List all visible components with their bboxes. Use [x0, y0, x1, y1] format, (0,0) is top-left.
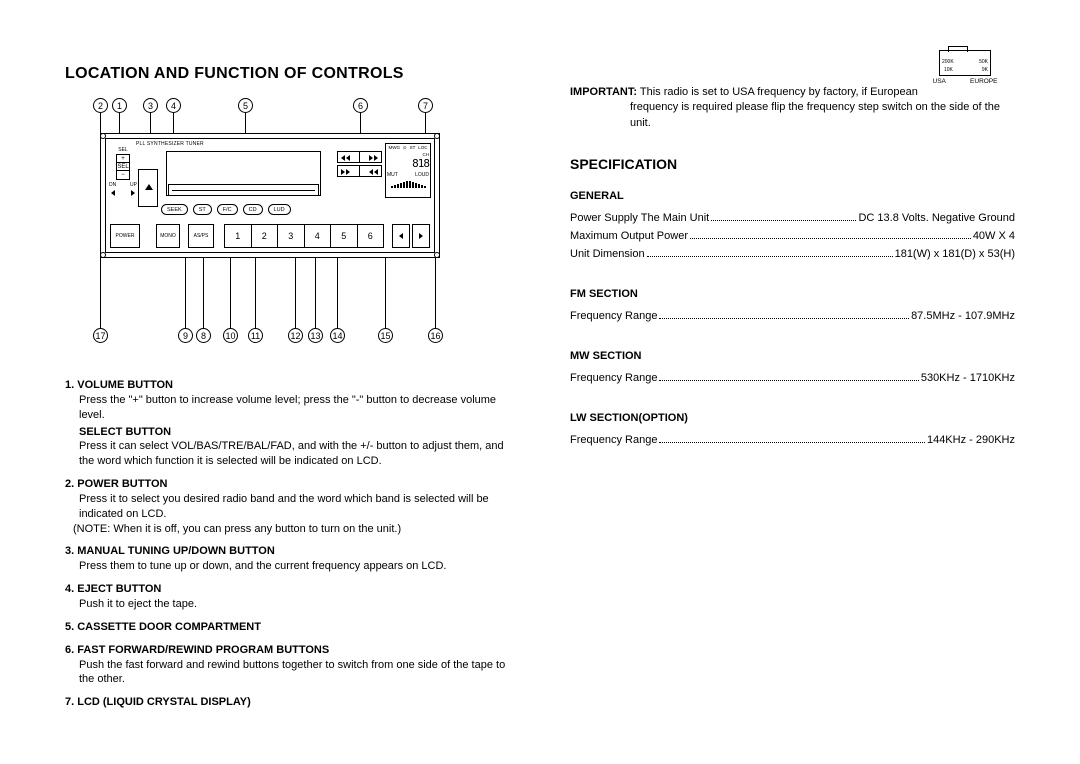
callout-4: 4: [166, 98, 181, 133]
control-item: 4. EJECT BUTTONPush it to eject the tape…: [65, 582, 515, 612]
left-column: LOCATION AND FUNCTION OF CONTROLS PLL SY…: [65, 65, 515, 744]
preset-1: 1: [225, 225, 252, 247]
lcd-graphic: MWG⊙STLOC CH 818 MUTLOUD: [385, 143, 431, 198]
spec-block: FM SECTIONFrequency Range87.5MHz - 107.9…: [570, 288, 1015, 322]
radio-model-label: PLL SYNTHESIZER TUNER: [136, 141, 204, 147]
function-pill-row: SEEK ST F/C CD LUD: [161, 204, 376, 215]
callout-8: 8: [196, 258, 211, 343]
control-item: 2. POWER BUTTONPress it to select you de…: [65, 477, 515, 536]
right-column: 200K50K 10K9K USAEUROPE IMPORTANT: This …: [570, 65, 1015, 744]
callout-3: 3: [143, 98, 158, 133]
pill-seek: SEEK: [161, 204, 188, 215]
control-item: 5. CASSETTE DOOR COMPARTMENT: [65, 620, 515, 635]
control-item: 6. FAST FORWARD/REWIND PROGRAM BUTTONSPu…: [65, 643, 515, 688]
spec-block: MW SECTIONFrequency Range530KHz - 1710KH…: [570, 350, 1015, 384]
callout-2: 2: [93, 98, 108, 133]
radio-diagram: PLL SYNTHESIZER TUNER SEL +SEL− DNUP: [85, 98, 455, 343]
controls-heading: LOCATION AND FUNCTION OF CONTROLS: [65, 65, 515, 83]
eject-button-graphic: [138, 169, 158, 207]
control-item: 1. VOLUME BUTTONPress the "+" button to …: [65, 378, 515, 469]
preset-4: 4: [305, 225, 332, 247]
important-note: IMPORTANT: This radio is set to USA freq…: [570, 85, 1015, 131]
spec-block: GENERALPower Supply The Main UnitDC 13.8…: [570, 190, 1015, 260]
ffrw-buttons-graphic: [337, 151, 382, 179]
specification-section: SPECIFICATION GENERALPower Supply The Ma…: [570, 156, 1015, 446]
spec-row: Frequency Range144KHz - 290KHz: [570, 434, 1015, 446]
spec-row: Maximum Output Power40W X 4: [570, 230, 1015, 242]
bottom-button-bar: POWER MONO AS/PS 123456: [110, 224, 430, 248]
callout-7: 7: [418, 98, 433, 133]
controls-description-list: 1. VOLUME BUTTONPress the "+" button to …: [65, 378, 515, 710]
callout-14: 14: [330, 258, 345, 343]
spec-row: Power Supply The Main UnitDC 13.8 Volts.…: [570, 212, 1015, 224]
pill-f/c: F/C: [217, 204, 238, 215]
callout-16: 16: [428, 258, 443, 343]
pill-cd: CD: [243, 204, 263, 215]
preset-3: 3: [278, 225, 305, 247]
callout-6: 6: [353, 98, 368, 133]
pill-lud: LUD: [268, 204, 291, 215]
preset-6: 6: [358, 225, 384, 247]
spec-row: Frequency Range530KHz - 1710KHz: [570, 372, 1015, 384]
spec-block: LW SECTION(OPTION)Frequency Range144KHz …: [570, 412, 1015, 446]
callout-5: 5: [238, 98, 253, 133]
frequency-switch-diagram: 200K50K 10K9K USAEUROPE: [925, 50, 1005, 85]
spec-row: Frequency Range87.5MHz - 107.9MHz: [570, 310, 1015, 322]
spec-row: Unit Dimension181(W) x 181(D) x 53(H): [570, 248, 1015, 260]
preset-5: 5: [331, 225, 358, 247]
callout-11: 11: [248, 258, 263, 343]
specification-heading: SPECIFICATION: [570, 156, 1015, 172]
callout-10: 10: [223, 258, 238, 343]
callout-15: 15: [378, 258, 393, 343]
control-item: 3. MANUAL TUNING UP/DOWN BUTTONPress the…: [65, 544, 515, 574]
preset-2: 2: [252, 225, 279, 247]
callout-17: 17: [93, 258, 108, 343]
control-item: 7. LCD (LIQUID CRYSTAL DISPLAY): [65, 695, 515, 710]
callout-12: 12: [288, 258, 303, 343]
pill-st: ST: [193, 204, 212, 215]
radio-body: PLL SYNTHESIZER TUNER SEL +SEL− DNUP: [100, 133, 440, 258]
callout-9: 9: [178, 258, 193, 343]
callout-1: 1: [112, 98, 127, 133]
callout-13: 13: [308, 258, 323, 343]
